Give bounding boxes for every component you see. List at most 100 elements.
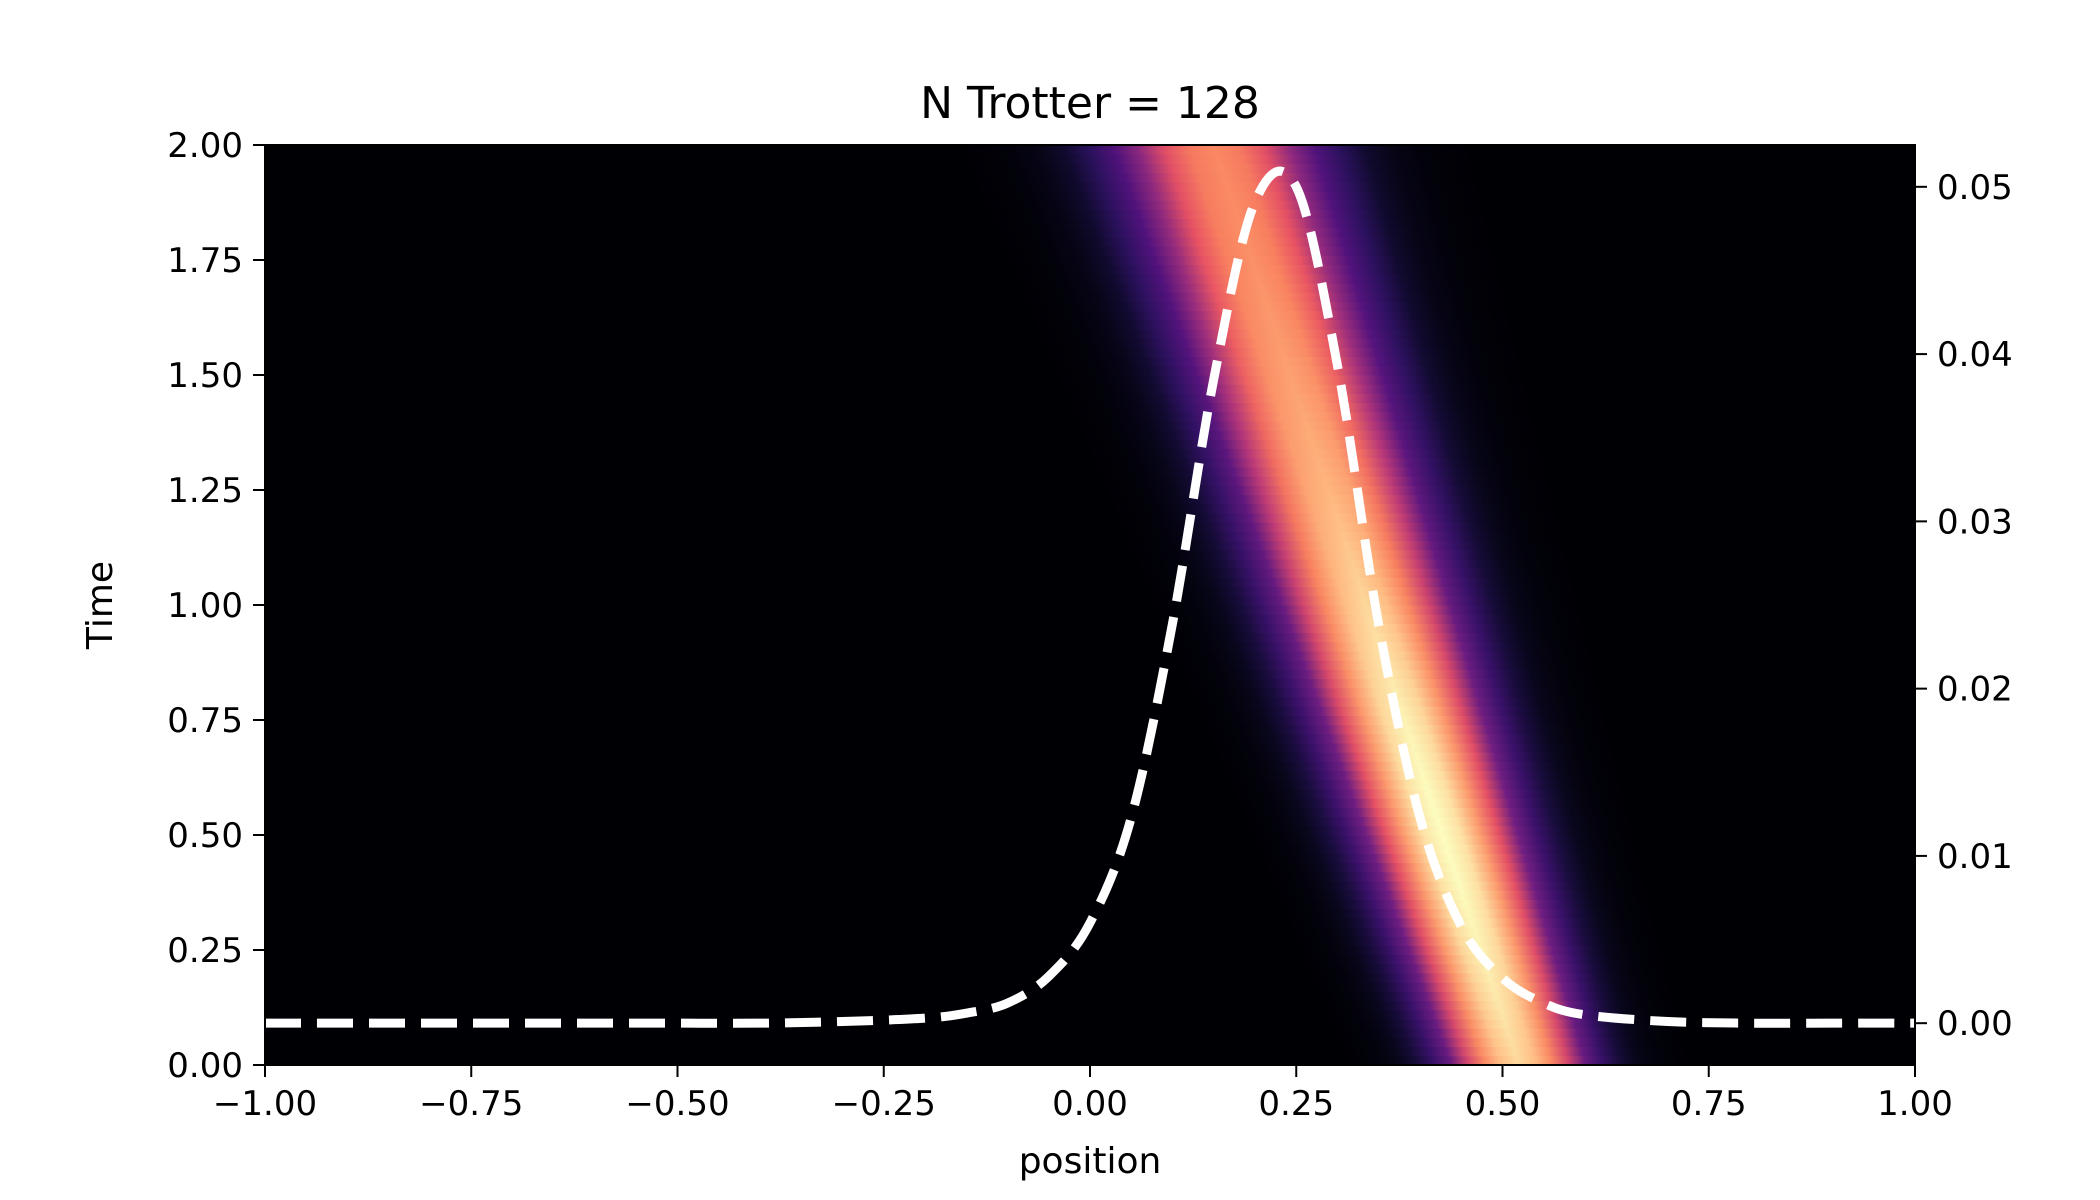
y-tick-label: 0.75 <box>167 701 243 741</box>
heat-strip <box>1087 438 1539 450</box>
plot-area <box>264 144 1916 1066</box>
heat-strip <box>1006 245 1492 256</box>
heat-strip <box>1169 632 1585 643</box>
y2-tick-label: 0.04 <box>1937 335 2013 375</box>
x-tick-label: 1.00 <box>1877 1084 1953 1124</box>
heat-strip <box>1340 1036 1682 1048</box>
heat-strip <box>986 199 1481 210</box>
heat-strip <box>1041 328 1512 339</box>
heat-strip <box>971 162 1472 174</box>
heat-strip <box>1134 549 1565 560</box>
x-tick-label: −0.50 <box>625 1084 729 1124</box>
y-tick-label: 2.00 <box>167 126 243 166</box>
heat-strip <box>1278 889 1647 900</box>
y2-axis-ticks: 0.00 0.01 0.02 0.03 0.04 0.05 <box>1915 168 2013 1044</box>
heat-strip <box>1130 540 1563 551</box>
heat-strip <box>1251 825 1631 836</box>
heat-strip <box>1037 319 1510 330</box>
heat-strip <box>1196 696 1600 707</box>
heat-strip <box>1165 622 1583 634</box>
heat-strip <box>1212 733 1609 744</box>
heat-strip <box>1033 310 1508 321</box>
heat-strip <box>1150 586 1574 597</box>
heat-strip <box>1076 411 1532 422</box>
y2-tick-label: 0.05 <box>1937 168 2013 208</box>
heat-strip <box>1321 990 1671 1002</box>
heat-strip <box>1228 770 1618 781</box>
heat-strip <box>1294 926 1656 937</box>
heat-strip <box>1099 466 1545 477</box>
heat-strip <box>1266 862 1640 873</box>
heat-strip <box>1091 448 1541 459</box>
heat-strip <box>1111 494 1552 505</box>
y2-tick-label: 0.03 <box>1937 502 2013 542</box>
heat-strip <box>974 172 1474 183</box>
x-tick-label: 0.25 <box>1258 1084 1334 1124</box>
heat-strip <box>1325 1000 1673 1011</box>
x-tick-label: 0.00 <box>1052 1084 1128 1124</box>
heat-strip <box>1029 300 1505 312</box>
heat-strip <box>1247 816 1629 827</box>
y-tick-label: 1.75 <box>167 241 243 281</box>
heat-strip <box>1138 558 1567 569</box>
heat-strip <box>1348 1055 1687 1065</box>
y-tick-label: 0.50 <box>167 816 243 856</box>
heat-strip <box>1154 595 1576 606</box>
y-tick-label: 0.25 <box>167 931 243 971</box>
heat-strip <box>1122 521 1558 532</box>
heat-strip <box>1259 843 1636 854</box>
heat-strip <box>963 145 1468 155</box>
heat-strip <box>1068 392 1528 404</box>
heat-strip <box>1052 356 1519 367</box>
y-tick-label: 1.50 <box>167 356 243 396</box>
heat-strip <box>1009 254 1494 266</box>
heat-strip <box>978 181 1477 192</box>
heat-strip <box>1290 917 1654 928</box>
y-tick-label: 0.00 <box>167 1046 243 1086</box>
heat-strip <box>1255 834 1634 845</box>
heat-strip <box>1060 374 1523 385</box>
heat-strip <box>1021 282 1501 293</box>
x-tick-label: 0.50 <box>1465 1084 1541 1124</box>
x-tick-label: −0.25 <box>832 1084 936 1124</box>
heat-strip <box>1048 346 1516 358</box>
heat-strip <box>982 190 1479 201</box>
heat-strip <box>1231 779 1620 790</box>
heat-strip <box>1333 1018 1678 1029</box>
heat-strip <box>1208 724 1607 735</box>
heat-strip <box>1126 530 1561 542</box>
heat-strip <box>1298 935 1658 946</box>
heat-strip <box>1344 1046 1684 1057</box>
y2-tick-label: 0.00 <box>1937 1004 2013 1044</box>
heat-strip <box>1337 1027 1680 1038</box>
heat-strip <box>1243 806 1627 818</box>
heat-strip <box>1025 291 1503 302</box>
y2-tick-label: 0.02 <box>1937 670 2013 710</box>
heat-strip <box>1286 908 1651 919</box>
heat-strip <box>1189 678 1596 689</box>
heat-strip <box>1239 797 1625 808</box>
x-tick-label: 0.75 <box>1671 1084 1747 1124</box>
heat-strip <box>1072 402 1530 413</box>
heat-strip <box>1013 264 1497 275</box>
y-axis-ticks: 0.00 0.25 0.50 0.75 1.00 1.25 1.50 1.75 2.00 <box>167 126 265 1086</box>
heat-strip <box>1220 751 1614 762</box>
x-tick-label: −0.75 <box>419 1084 523 1124</box>
heat-strip <box>1157 604 1578 615</box>
heat-strip <box>1080 420 1534 431</box>
heat-strip <box>1095 457 1543 468</box>
heat-strip <box>994 218 1485 229</box>
heat-strip <box>1045 337 1514 348</box>
heat-strip <box>1017 273 1499 284</box>
x-tick-label: −1.00 <box>213 1084 317 1124</box>
heat-strip <box>1142 567 1570 578</box>
heat-strip <box>1146 576 1572 588</box>
heat-strip <box>1317 981 1669 992</box>
heat-strip <box>1235 788 1623 799</box>
heat-strip <box>1224 760 1616 772</box>
heat-strip <box>990 208 1483 220</box>
heat-strip <box>1200 705 1603 716</box>
y-axis-label: Time <box>80 561 121 650</box>
